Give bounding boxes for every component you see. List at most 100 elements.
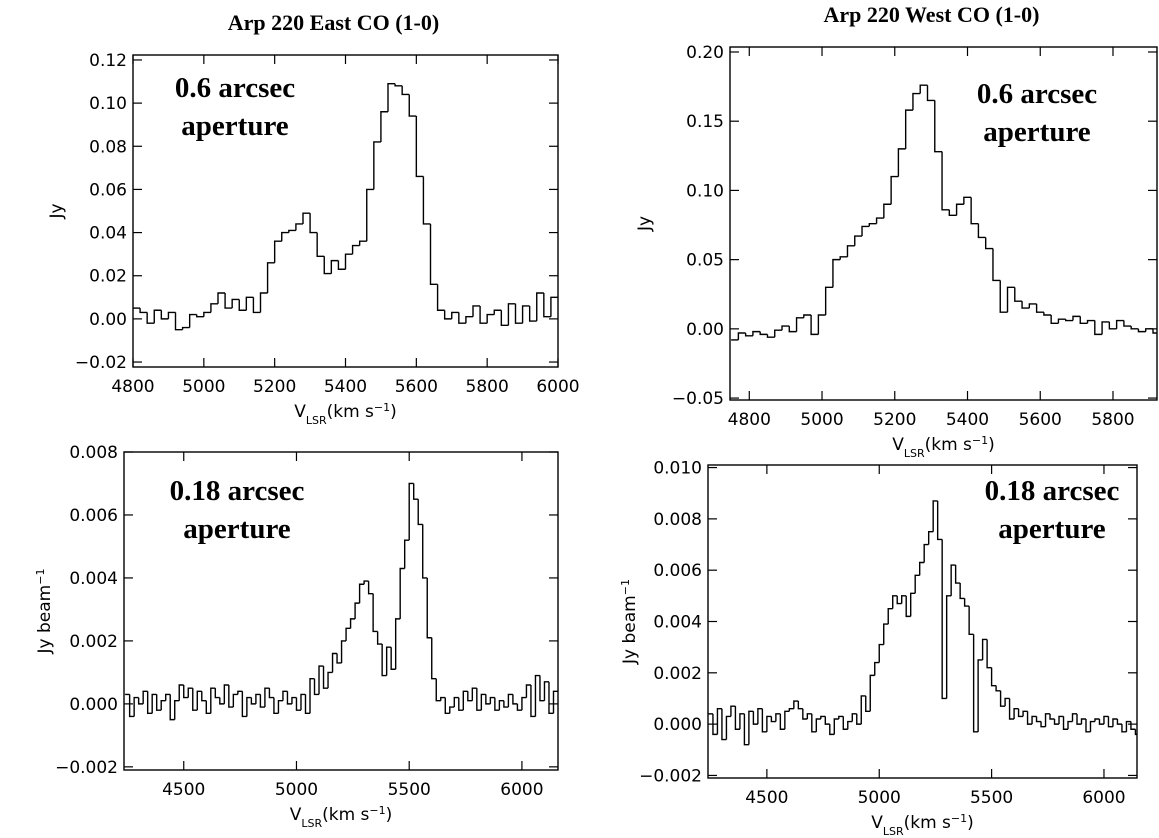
annotation: 0.6 arcsec bbox=[977, 78, 1097, 110]
spectrum-step bbox=[781, 325, 790, 331]
spectrum-step bbox=[950, 564, 956, 596]
spectrum-step bbox=[380, 111, 388, 142]
spectrum-step bbox=[476, 688, 482, 711]
x-tick-label: 5500 bbox=[388, 780, 431, 800]
spectrum-step bbox=[803, 314, 812, 318]
spectrum-step bbox=[1057, 318, 1066, 324]
spectrum-step bbox=[892, 595, 898, 609]
spectrum-step bbox=[471, 687, 477, 701]
spectrum-step bbox=[721, 708, 727, 741]
spectrum-step bbox=[548, 681, 554, 715]
spectrum-step bbox=[304, 694, 310, 715]
x-axis-label-part: ) bbox=[988, 435, 995, 455]
spectrum-step bbox=[1107, 716, 1113, 728]
x-axis-label: VLSR(km s−1) bbox=[290, 804, 393, 830]
spectrum-step bbox=[861, 225, 870, 237]
spectrum-step bbox=[160, 700, 166, 711]
spectrum-step bbox=[1123, 320, 1132, 327]
y-tick-label: 0.04 bbox=[89, 224, 127, 244]
spectrum-step bbox=[1071, 713, 1077, 722]
x-axis-label: VLSR(km s−1) bbox=[294, 401, 397, 427]
spectrum-step bbox=[926, 85, 935, 102]
y-tick-label: 0.20 bbox=[686, 43, 724, 63]
spectrum-step bbox=[351, 244, 360, 255]
spectrum-step bbox=[322, 666, 329, 689]
spectrum-step bbox=[337, 260, 346, 270]
spectrum-step bbox=[214, 688, 220, 699]
spectrum-step bbox=[512, 694, 518, 705]
y-axis-label-part: Jy beam bbox=[35, 585, 55, 655]
spectrum-step bbox=[910, 592, 916, 617]
spectrum-step bbox=[941, 539, 947, 700]
spectrum-step bbox=[327, 671, 333, 689]
spectrum-step bbox=[552, 690, 558, 714]
spectrum-step bbox=[465, 316, 473, 324]
spectrum-step bbox=[838, 715, 844, 719]
spectrum-step bbox=[824, 286, 833, 316]
spectrum-step bbox=[453, 696, 459, 708]
x-axis-label-part: −1 bbox=[951, 812, 967, 825]
spectrum-step bbox=[259, 292, 268, 313]
spectrum-step bbox=[376, 631, 383, 645]
plot-area bbox=[731, 84, 1157, 341]
spectrum-step bbox=[730, 705, 736, 717]
spectrum-step bbox=[472, 305, 481, 317]
spectrum-step bbox=[494, 697, 500, 711]
spectrum-step bbox=[259, 694, 265, 708]
spectrum-step bbox=[169, 694, 175, 721]
spectrum-step bbox=[820, 715, 826, 719]
spectrum-step bbox=[1116, 718, 1122, 725]
spectrum-step bbox=[981, 638, 988, 660]
y-tick-label: 0.008 bbox=[653, 510, 702, 530]
spectrum-step bbox=[936, 500, 943, 541]
spectrum-step bbox=[739, 713, 745, 730]
x-tick-label: 5500 bbox=[970, 788, 1013, 808]
spectrum-step bbox=[1134, 729, 1137, 736]
spectrum-step bbox=[1022, 710, 1028, 717]
spectrum-step bbox=[1006, 286, 1015, 313]
spectrum-step bbox=[1076, 713, 1082, 725]
spectrum-step bbox=[869, 674, 875, 712]
spectrum-step bbox=[401, 85, 410, 96]
spectrum-step bbox=[534, 674, 540, 717]
spectrum-step bbox=[1085, 718, 1091, 733]
spectrum-step bbox=[516, 703, 522, 711]
plot-frame bbox=[707, 464, 1138, 779]
spectrum-step bbox=[273, 697, 279, 715]
spectrum-step bbox=[266, 262, 275, 293]
spectrum-step bbox=[1044, 713, 1051, 727]
y-axis-label: Jy beam−1 bbox=[619, 579, 641, 665]
spectrum-step bbox=[759, 331, 768, 336]
spectrum-step bbox=[316, 232, 325, 258]
spectrum-step bbox=[390, 647, 396, 670]
spectrum-step bbox=[300, 693, 306, 711]
spectrum-step bbox=[856, 713, 862, 725]
plot-frame bbox=[729, 46, 1158, 401]
x-axis-label-part: ) bbox=[386, 805, 393, 825]
spectrum-step bbox=[963, 598, 970, 607]
spectrum-step bbox=[417, 499, 423, 526]
y-tick-label: 0.02 bbox=[89, 267, 127, 287]
spectrum-step bbox=[217, 292, 226, 304]
spectrum-step bbox=[323, 256, 332, 275]
spectrum-step bbox=[318, 665, 324, 695]
spectrum-step bbox=[897, 148, 906, 177]
spectrum-step bbox=[945, 595, 952, 699]
spectrum-step bbox=[972, 634, 979, 733]
annotation: 0.6 arcsec bbox=[175, 72, 295, 104]
spectrum-step bbox=[422, 524, 428, 579]
x-axis-label-part: (km s bbox=[322, 805, 369, 825]
spectrum-step bbox=[833, 718, 839, 735]
spectrum-step bbox=[349, 618, 356, 629]
x-tick-label: 5800 bbox=[466, 377, 509, 397]
x-axis-label-part: ) bbox=[390, 402, 397, 422]
spectrum-step bbox=[968, 606, 974, 636]
spectrum-step bbox=[815, 718, 821, 732]
spectrum-step bbox=[373, 141, 381, 190]
x-axis-label-part: (km s bbox=[925, 435, 972, 455]
spectrum-step bbox=[232, 693, 238, 708]
x-axis-label-part: V bbox=[871, 813, 883, 833]
spectrum-step bbox=[367, 581, 374, 595]
spectrum-step bbox=[133, 696, 139, 717]
spectrum-step bbox=[774, 329, 783, 338]
